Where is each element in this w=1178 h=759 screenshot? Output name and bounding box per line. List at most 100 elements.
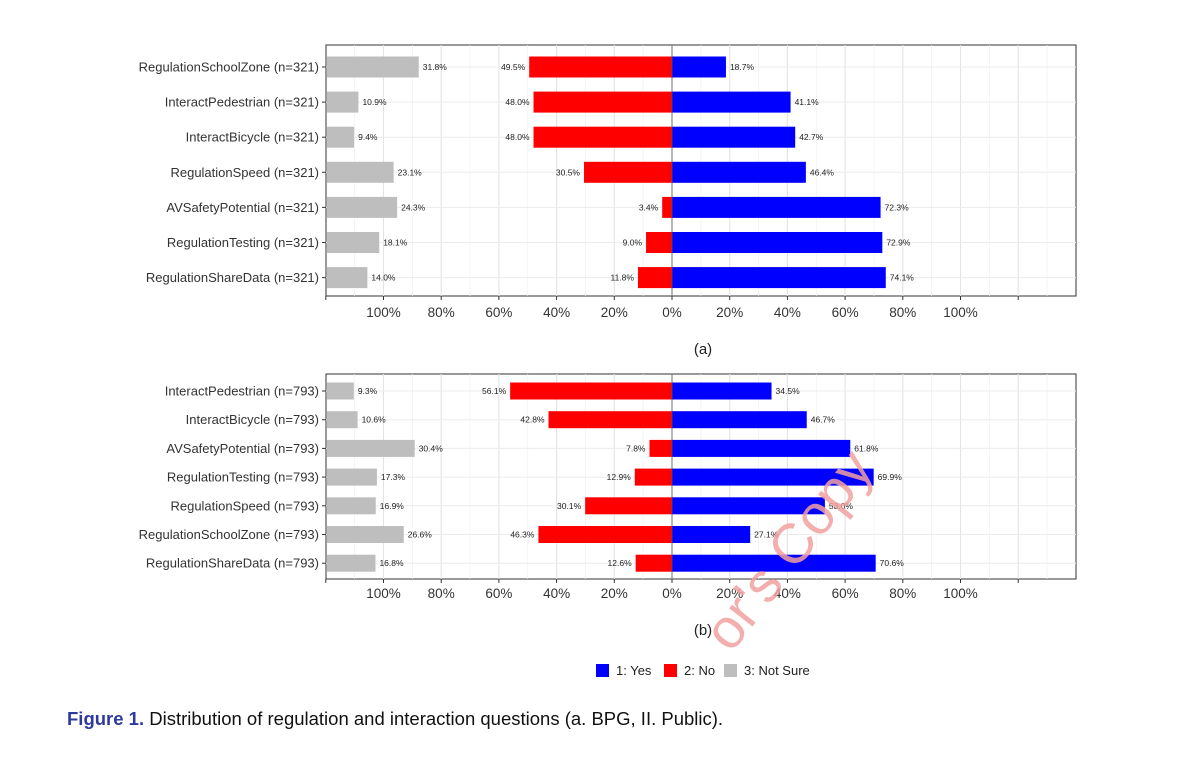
category-label: InteractPedestrian (n=793) bbox=[165, 384, 319, 399]
data-label-not-sure: 10.6% bbox=[362, 415, 387, 425]
category-label: RegulationShareData (n=793) bbox=[146, 556, 319, 571]
legend: 1: Yes 2: No 3: Not Sure bbox=[596, 663, 810, 678]
bar-yes bbox=[672, 161, 806, 183]
legend-swatch bbox=[664, 664, 677, 677]
data-label-no: 7.8% bbox=[626, 443, 646, 453]
data-label-yes: 27.1% bbox=[754, 530, 779, 540]
data-label-no: 49.5% bbox=[501, 62, 526, 72]
data-label-not-sure: 31.8% bbox=[423, 62, 448, 72]
bar-no bbox=[649, 439, 672, 457]
data-label-not-sure: 14.0% bbox=[371, 273, 396, 283]
data-label-no: 48.0% bbox=[505, 132, 530, 142]
x-tick-label: 0% bbox=[662, 586, 682, 601]
category-label: RegulationSchoolZone (n=321) bbox=[139, 60, 319, 75]
x-tick-label: 60% bbox=[832, 305, 859, 320]
bar-yes bbox=[672, 411, 807, 429]
bars-a bbox=[327, 56, 886, 289]
x-tick-label: 60% bbox=[485, 305, 512, 320]
legend-label: 1: Yes bbox=[616, 663, 652, 678]
figure-caption: Figure 1. Distribution of regulation and… bbox=[67, 708, 723, 730]
data-label-not-sure: 10.9% bbox=[362, 97, 387, 107]
x-tick-label: 20% bbox=[601, 305, 628, 320]
x-tick-label: 100% bbox=[943, 586, 978, 601]
data-label-not-sure: 18.1% bbox=[383, 238, 408, 248]
data-label-yes: 70.6% bbox=[880, 558, 905, 568]
panel-b: 9.3% 56.1% 34.5% 10.6% 42.8% 46.7% 30.4% 7.8% 61… bbox=[139, 373, 1077, 639]
data-label-yes: 41.1% bbox=[795, 97, 820, 107]
data-label-yes: 61.8% bbox=[854, 443, 879, 453]
bar-no bbox=[510, 382, 672, 400]
data-label-not-sure: 16.8% bbox=[379, 558, 404, 568]
data-label-not-sure: 9.3% bbox=[358, 386, 378, 396]
bar-not-sure bbox=[327, 439, 415, 457]
bar-no bbox=[646, 232, 672, 253]
bar-yes bbox=[672, 497, 825, 515]
x-tick-label: 60% bbox=[832, 586, 859, 601]
data-labels-a: 31.8% 49.5% 18.7% 10.9% 48.0% 41.1% 9.4% 48.0% 4… bbox=[358, 62, 914, 283]
data-label-not-sure: 30.4% bbox=[419, 443, 444, 453]
bar-no bbox=[635, 554, 672, 572]
x-tick-label: 40% bbox=[774, 305, 801, 320]
bar-not-sure bbox=[327, 267, 368, 289]
bar-not-sure bbox=[327, 91, 359, 113]
data-label-no: 48.0% bbox=[505, 97, 530, 107]
bar-not-sure bbox=[327, 554, 376, 572]
data-label-not-sure: 16.9% bbox=[380, 501, 405, 511]
category-label: InteractBicycle (n=321) bbox=[186, 130, 319, 145]
bar-no bbox=[584, 161, 672, 183]
bar-no bbox=[637, 267, 672, 289]
category-label: RegulationTesting (n=793) bbox=[167, 470, 319, 485]
x-tick-label: 40% bbox=[543, 586, 570, 601]
data-label-no: 11.8% bbox=[610, 273, 634, 283]
bar-not-sure bbox=[327, 126, 355, 148]
bar-not-sure bbox=[327, 56, 419, 78]
data-labels-b: 9.3% 56.1% 34.5% 10.6% 42.8% 46.7% 30.4% 7.8% 61… bbox=[358, 386, 904, 568]
category-label: InteractBicycle (n=793) bbox=[186, 412, 319, 427]
category-labels-b: InteractPedestrian (n=793) InteractBicycl… bbox=[139, 384, 326, 571]
x-tick-label: 40% bbox=[774, 586, 801, 601]
panel-a: 31.8% 49.5% 18.7% 10.9% 48.0% 41.1% 9.4% 48.0% 4… bbox=[139, 44, 1077, 358]
data-label-no: 12.6% bbox=[608, 558, 633, 568]
data-label-yes: 46.7% bbox=[811, 415, 836, 425]
bar-no bbox=[538, 526, 672, 543]
x-tick-label: 80% bbox=[889, 586, 916, 601]
data-label-no: 30.1% bbox=[557, 501, 582, 511]
bar-not-sure bbox=[327, 161, 394, 183]
bar-yes bbox=[672, 468, 874, 486]
x-tick-label: 60% bbox=[485, 586, 512, 601]
x-axis-a: 100% 80% 60% 40% 20% 0% 20% 40% 60% 80% 100% bbox=[325, 296, 1019, 320]
data-label-no: 46.3% bbox=[510, 530, 535, 540]
x-tick-label: 80% bbox=[428, 586, 455, 601]
x-tick-label: 20% bbox=[716, 586, 743, 601]
bar-yes bbox=[672, 56, 726, 78]
data-label-not-sure: 26.6% bbox=[408, 530, 433, 540]
x-tick-label: 20% bbox=[601, 586, 628, 601]
data-label-no: 9.0% bbox=[623, 238, 643, 248]
data-label-no: 30.5% bbox=[556, 167, 581, 177]
data-label-yes: 34.5% bbox=[776, 386, 801, 396]
data-label-not-sure: 23.1% bbox=[398, 167, 423, 177]
x-tick-label: 100% bbox=[943, 305, 978, 320]
data-label-yes: 72.9% bbox=[886, 238, 911, 248]
data-label-yes: 69.9% bbox=[878, 472, 903, 482]
data-label-no: 3.4% bbox=[639, 202, 659, 212]
panel-subtitle: (b) bbox=[694, 622, 712, 639]
x-tick-label: 100% bbox=[366, 586, 401, 601]
data-label-yes: 18.7% bbox=[730, 62, 755, 72]
x-tick-label: 40% bbox=[543, 305, 570, 320]
bar-no bbox=[634, 468, 672, 486]
bar-yes bbox=[672, 526, 751, 543]
bars-b bbox=[327, 382, 876, 572]
category-label: RegulationTesting (n=321) bbox=[167, 235, 319, 250]
bar-no bbox=[662, 196, 672, 218]
data-label-not-sure: 17.3% bbox=[381, 472, 406, 482]
bar-yes bbox=[672, 267, 886, 289]
bar-not-sure bbox=[327, 526, 404, 543]
legend-label: 2: No bbox=[684, 663, 715, 678]
bar-not-sure bbox=[327, 196, 398, 218]
data-label-no: 42.8% bbox=[520, 415, 545, 425]
x-tick-label: 80% bbox=[889, 305, 916, 320]
bar-no bbox=[533, 91, 672, 113]
data-label-yes: 46.4% bbox=[810, 167, 835, 177]
